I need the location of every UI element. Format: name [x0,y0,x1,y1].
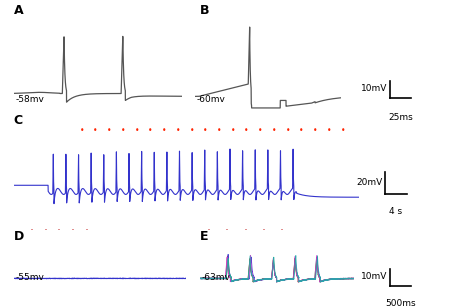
Text: •: • [299,125,304,135]
Text: ·: · [207,224,211,237]
Text: 10mV: 10mV [361,272,387,281]
Text: D: D [14,230,24,243]
Text: -63mv: -63mv [201,273,230,282]
Text: •: • [258,125,262,135]
Text: A: A [14,4,23,17]
Text: 500ms: 500ms [385,299,416,306]
Text: ·: · [71,224,74,237]
Text: •: • [121,125,125,135]
Text: •: • [107,125,111,135]
Text: •: • [327,125,331,135]
Text: •: • [79,125,84,135]
Text: E: E [200,230,208,243]
Text: B: B [200,4,209,17]
Text: 4 s: 4 s [390,207,402,216]
Text: ·: · [44,224,47,237]
Text: •: • [203,125,207,135]
Text: ·: · [262,224,265,237]
Text: 20mV: 20mV [356,178,383,187]
Text: •: • [176,125,180,135]
Text: -55mv: -55mv [15,273,44,282]
Text: •: • [313,125,317,135]
Text: •: • [189,125,194,135]
Text: •: • [272,125,276,135]
Text: ·: · [84,224,88,237]
Text: ·: · [243,224,247,237]
Text: •: • [340,125,345,135]
Text: C: C [14,114,23,127]
Text: •: • [244,125,249,135]
Text: •: • [286,125,290,135]
Text: •: • [162,125,167,135]
Text: •: • [148,125,153,135]
Text: •: • [93,125,98,135]
Text: •: • [231,125,235,135]
Text: -58mv: -58mv [15,95,44,104]
Text: -60mv: -60mv [197,95,226,104]
Text: •: • [217,125,222,135]
Text: ·: · [57,224,61,237]
Text: ·: · [280,224,283,237]
Text: ·: · [225,224,229,237]
Text: ·: · [30,224,34,237]
Text: 10mV: 10mV [361,84,387,93]
Text: 25ms: 25ms [388,113,413,121]
Text: •: • [134,125,139,135]
